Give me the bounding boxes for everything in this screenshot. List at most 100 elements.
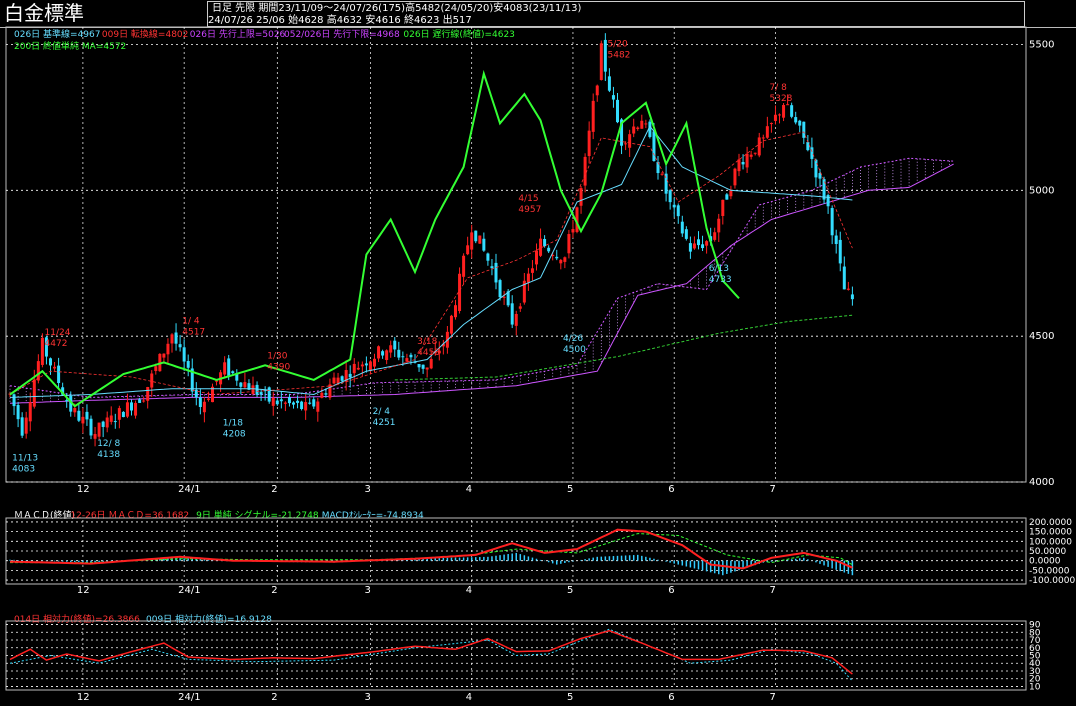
- candle-body: [308, 402, 312, 404]
- x-tick-label: 7: [769, 484, 775, 495]
- candle-body: [782, 105, 786, 118]
- rsi-y-tick-label: 60: [1029, 644, 1041, 654]
- candle-body: [842, 266, 846, 290]
- candle-body: [458, 273, 462, 311]
- x-tick-label: 5: [567, 484, 573, 495]
- candle-body: [551, 254, 555, 256]
- annotation-price: 4453: [417, 348, 440, 358]
- candle-body: [283, 402, 287, 404]
- x-tick-label: 7: [769, 692, 775, 703]
- legend-item: ＭＡＣＤ(終値): [14, 511, 76, 521]
- candle-body: [61, 387, 65, 395]
- x-tick-label: 5: [567, 692, 573, 703]
- candle-body: [28, 402, 32, 422]
- candle-body: [206, 398, 210, 400]
- annotation-price: 5328: [770, 94, 793, 104]
- candle-body: [328, 384, 332, 398]
- x-tick-label: 4: [466, 484, 472, 495]
- x-tick-label: 2: [271, 484, 277, 495]
- candle-body: [215, 380, 219, 382]
- candle-body: [757, 137, 761, 156]
- candle-body: [393, 340, 397, 350]
- candle-body: [486, 253, 490, 261]
- candle-body: [77, 410, 81, 421]
- candle-body: [190, 368, 194, 392]
- candle-body: [441, 343, 445, 347]
- candle-body: [142, 400, 146, 402]
- rsi14-line: [9, 629, 853, 675]
- annotation-date: 1/ 4: [182, 316, 200, 326]
- candle-body: [69, 395, 73, 412]
- candle-body: [571, 229, 575, 233]
- annotation-price: 4957: [518, 205, 541, 215]
- candle-body: [20, 417, 24, 436]
- candle-body: [713, 232, 717, 240]
- candle-body: [769, 123, 773, 125]
- candle-body: [154, 366, 158, 371]
- candle-body: [806, 142, 810, 151]
- x-tick-label: 6: [668, 484, 674, 495]
- legend-item: 200日 終値単純 MA=4572: [14, 42, 127, 52]
- candle-body: [425, 367, 429, 370]
- candle-body: [166, 343, 170, 355]
- candle-body: [300, 401, 304, 410]
- annotation-date: 5/20: [608, 39, 628, 49]
- main-y-tick-label: 5500: [1029, 40, 1054, 51]
- candle-body: [109, 415, 113, 422]
- candle-body: [514, 313, 518, 326]
- candle-body: [202, 401, 206, 413]
- candle-body: [798, 120, 802, 126]
- candle-body: [790, 105, 794, 117]
- senkou-a-line: [9, 157, 954, 398]
- candle-body: [53, 366, 57, 369]
- main-panel-frame: [5, 26, 1027, 483]
- rsi-y-tick-label: 70: [1029, 636, 1041, 646]
- candle-body: [449, 315, 453, 334]
- candle-body: [89, 418, 93, 436]
- candle-body: [474, 230, 478, 242]
- candle-body: [595, 85, 599, 96]
- candle-body: [259, 392, 263, 395]
- x-tick-label: 24/1: [178, 484, 200, 495]
- rsi-y-tick-label: 20: [1029, 675, 1041, 685]
- candle-body: [397, 349, 401, 358]
- candle-body: [522, 280, 526, 303]
- candle-body: [802, 121, 806, 138]
- legend-item: 009日 転換線=4802: [101, 30, 189, 40]
- rsi-y-tick-label: 40: [1029, 659, 1041, 669]
- kijun-line: [9, 125, 853, 398]
- candle-body: [320, 392, 324, 398]
- candle-body: [664, 173, 668, 194]
- x-tick-label: 3: [364, 692, 370, 703]
- candle-body: [178, 344, 182, 348]
- candle-body: [830, 208, 834, 236]
- candle-body: [271, 397, 275, 406]
- candle-body: [385, 350, 389, 361]
- candle-body: [611, 95, 615, 100]
- annotation-date: 12/ 8: [97, 439, 120, 449]
- candle-body: [146, 386, 150, 401]
- candle-body: [348, 373, 352, 378]
- candle-body: [85, 411, 89, 420]
- x-tick-label: 3: [364, 484, 370, 495]
- candle-body: [454, 305, 457, 318]
- annotation-price: 4138: [97, 450, 120, 460]
- candle-body: [223, 362, 227, 375]
- candle-body: [478, 235, 482, 244]
- main-y-tick-label: 5000: [1029, 185, 1054, 196]
- candle-body: [494, 262, 498, 283]
- x-tick-label: 7: [769, 585, 775, 596]
- candle-body: [660, 173, 664, 175]
- rsi-y-tick-label: 80: [1029, 628, 1041, 638]
- candle-body: [498, 280, 502, 298]
- candle-body: [640, 120, 644, 129]
- x-tick-label: 4: [466, 585, 472, 596]
- x-tick-label: 2: [271, 585, 277, 596]
- candle-body: [130, 402, 133, 411]
- candle-body: [65, 400, 69, 402]
- candle-body: [368, 361, 372, 372]
- period-info: 日足 先限 期間23/11/09～24/07/26(175)高5482(24/0…: [212, 3, 582, 14]
- candle-body: [810, 147, 814, 159]
- legend-item: 009日 相対力(終値)=16.9128: [146, 615, 272, 625]
- candle-body: [603, 39, 607, 72]
